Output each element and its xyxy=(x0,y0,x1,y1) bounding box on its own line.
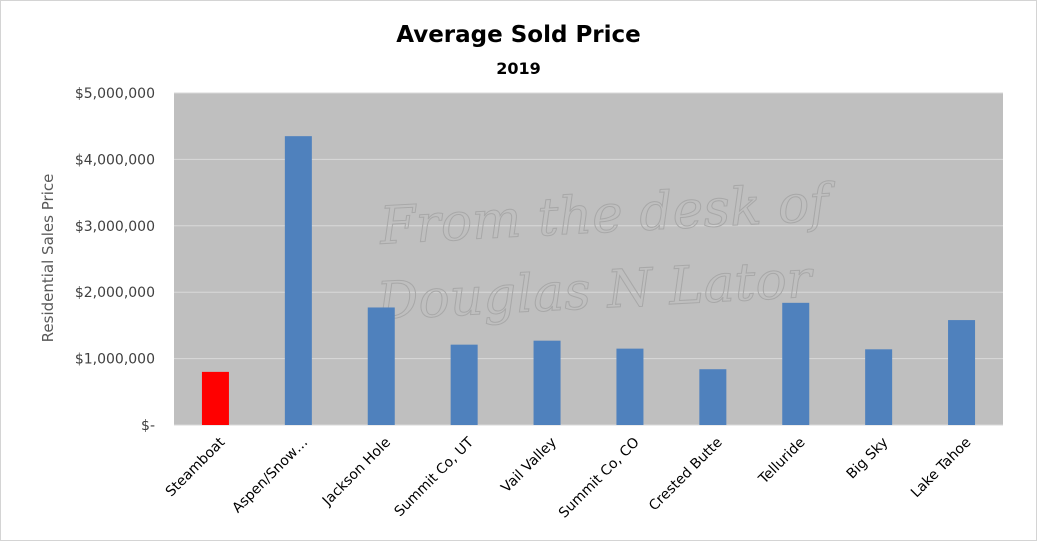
y-axis-label: Residential Sales Price xyxy=(39,174,57,343)
bar xyxy=(616,348,644,425)
chart-title: Average Sold Price xyxy=(396,22,641,48)
bar xyxy=(450,344,478,425)
x-tick-label: Summit Co, UT xyxy=(391,434,477,520)
bar xyxy=(699,369,727,425)
x-tick-label: Big Sky xyxy=(844,435,892,483)
x-tick-label: Steamboat xyxy=(163,434,229,500)
y-tick-label: $2,000,000 xyxy=(75,285,155,301)
bar xyxy=(367,307,395,425)
bar xyxy=(284,136,312,425)
y-tick-label: $5,000,000 xyxy=(75,86,155,102)
x-tick-label: Summit Co, CO xyxy=(556,435,643,522)
bar xyxy=(533,340,561,425)
bar xyxy=(948,320,976,425)
y-tick-label: $4,000,000 xyxy=(75,152,155,168)
x-tick-label: Aspen/Snow… xyxy=(229,435,311,517)
y-tick-label: $- xyxy=(141,418,155,434)
y-tick-label: $3,000,000 xyxy=(75,219,155,235)
y-tick-label: $1,000,000 xyxy=(75,352,155,368)
x-tick-label: Crested Butte xyxy=(646,435,726,515)
bar xyxy=(782,302,810,425)
chart-subtitle: 2019 xyxy=(496,59,541,78)
x-tick-label: Jackson Hole xyxy=(319,435,394,510)
bar xyxy=(201,371,229,425)
x-tick-label: Vail Valley xyxy=(498,435,560,497)
plot-area xyxy=(174,93,1003,425)
x-tick-label: Lake Tahoe xyxy=(908,435,974,501)
x-tick-label: Telluride xyxy=(755,435,808,488)
bar xyxy=(865,349,893,425)
